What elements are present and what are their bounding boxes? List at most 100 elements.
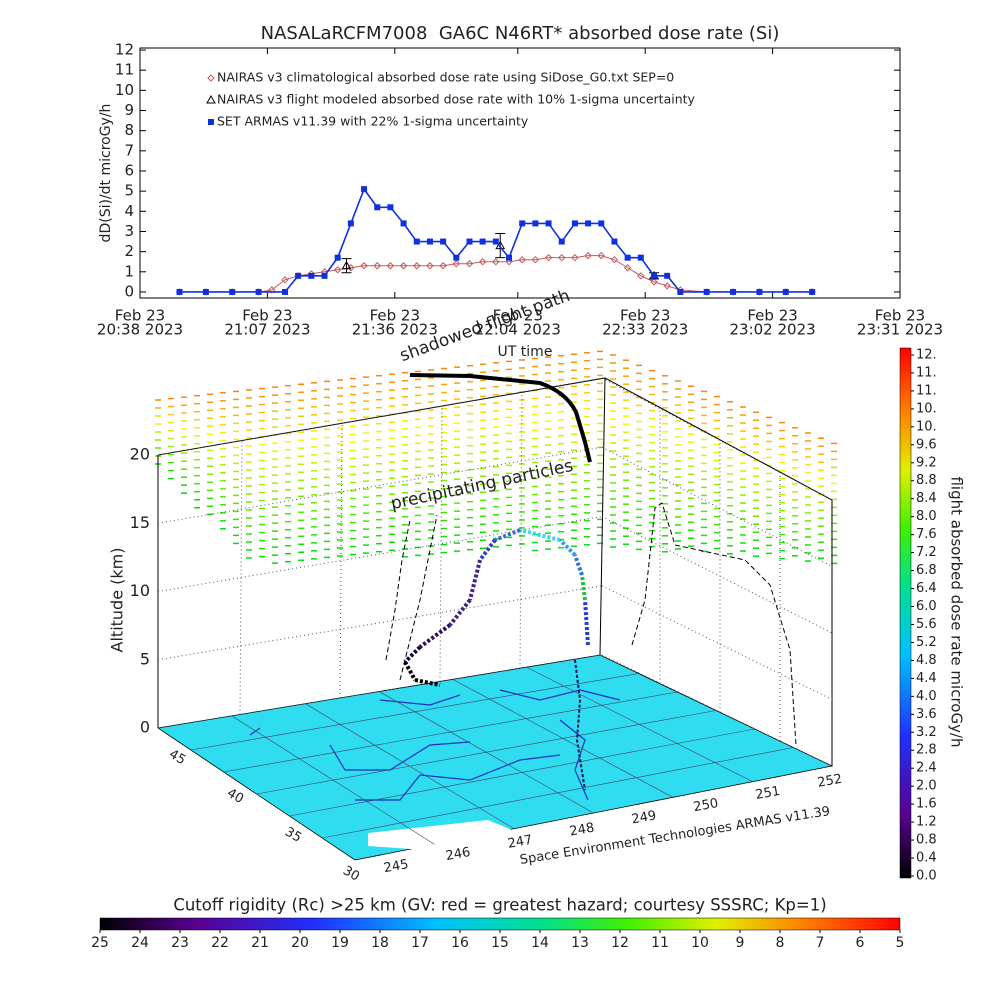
colorbar <box>899 347 912 879</box>
point <box>558 253 566 262</box>
point <box>334 254 341 261</box>
colorbar-tick-label: 8 <box>776 935 785 951</box>
point <box>255 288 262 295</box>
flight-profile <box>558 538 577 557</box>
colorbar-tick-label: 18 <box>371 935 389 951</box>
point <box>584 251 592 260</box>
legend-label: NAIRAS v3 flight modeled absorbed dose r… <box>217 92 696 107</box>
lat-tick-label: 40 <box>224 786 246 807</box>
chart-title: NASALaRCFM7008 GA6C N46RT* absorbed dose… <box>261 23 780 44</box>
colorbar-tick-label: 7.6 <box>916 527 937 542</box>
colorbar-tick-label: 5 <box>896 935 905 951</box>
point <box>703 288 710 295</box>
colorbar-tick-label: 10. <box>916 419 937 434</box>
y-tick-label: 3 <box>124 222 134 240</box>
point <box>478 258 487 266</box>
series-line <box>179 187 813 293</box>
point <box>558 238 565 245</box>
legend-marker <box>208 119 214 125</box>
y-tick-label: 4 <box>124 202 134 220</box>
x-tick-label: 22:33 2023 <box>602 321 688 339</box>
colorbar-tick-label: 8.4 <box>916 491 937 506</box>
colorbar-tick-label: 3.2 <box>916 725 937 740</box>
grid-line <box>601 585 833 700</box>
point <box>544 253 553 262</box>
point <box>518 255 526 264</box>
colorbar-tick-label: 13 <box>571 935 589 951</box>
point <box>440 238 447 245</box>
x-tick-label: Feb 23 <box>242 307 292 325</box>
legend-label: NAIRAS v3 climatological absorbed dose r… <box>217 70 674 85</box>
point <box>531 255 540 264</box>
y-axis-label: dD(Si)/dt microGy/h <box>98 104 114 243</box>
flight-profile <box>414 678 441 687</box>
point <box>374 204 381 211</box>
point <box>426 238 433 245</box>
colorbar-tick-label: 7.2 <box>916 545 937 560</box>
colorbar-tick-label: 19 <box>331 935 349 951</box>
point <box>360 262 368 270</box>
colorbar <box>99 917 901 931</box>
colorbar-tick-label: 14 <box>531 935 549 951</box>
colorbar-tick-label: 2.8 <box>916 743 937 758</box>
point <box>637 272 645 280</box>
shadow-path <box>385 514 438 681</box>
lon-tick-label: 245 <box>383 857 410 876</box>
lon-tick-label: 250 <box>692 796 719 815</box>
point <box>610 255 619 264</box>
point <box>465 260 474 268</box>
point <box>519 220 526 227</box>
y-tick-label: 7 <box>124 141 134 159</box>
colorbar-tick-label: 8.0 <box>916 509 937 524</box>
y-tick-label: 1 <box>124 262 134 280</box>
point <box>492 258 500 266</box>
y-tick-label: 10 <box>115 81 134 99</box>
point <box>341 260 352 270</box>
point <box>492 238 499 245</box>
y-tick-label: 6 <box>124 161 134 179</box>
colorbar-tick-label: 6.0 <box>916 599 937 614</box>
point <box>466 238 473 245</box>
point <box>505 258 513 266</box>
flight-profile <box>519 528 561 542</box>
point <box>571 220 578 227</box>
colorbar-tick-label: 1.2 <box>916 815 937 830</box>
colorbar-tick-label: 11. <box>916 383 937 398</box>
point <box>387 204 394 211</box>
point <box>308 272 315 279</box>
flight-profile <box>494 528 521 542</box>
legend-marker <box>207 74 215 82</box>
floor-grid <box>322 747 794 839</box>
flight-profile <box>468 559 482 601</box>
shadow-path <box>631 502 797 746</box>
wall-grid <box>339 423 343 698</box>
x-tick-label: 23:31 2023 <box>857 321 943 339</box>
map-feature <box>249 727 261 736</box>
x-tick-label: 21:07 2023 <box>224 321 310 339</box>
lat-tick-label: 30 <box>340 863 362 884</box>
point <box>756 288 763 295</box>
y-tick-label: 8 <box>124 121 134 139</box>
z-tick-label: 15 <box>130 513 150 532</box>
flight-top <box>409 373 592 463</box>
point <box>361 186 368 193</box>
colorbar-tick-label: 2.4 <box>916 761 937 776</box>
legend-marker <box>206 94 216 104</box>
colorbar-tick-label: 24 <box>131 935 149 951</box>
x-tick-label: Feb 23 <box>493 307 543 325</box>
point <box>598 220 605 227</box>
point <box>176 288 183 295</box>
point <box>623 264 632 272</box>
x-tick-label: 20:38 2023 <box>97 321 183 339</box>
y-tick-label: 2 <box>124 242 134 260</box>
flight-profile <box>448 598 472 627</box>
z-tick-label: 10 <box>130 581 150 600</box>
flight-profile <box>573 554 584 576</box>
colorbar-tick-label: 6.4 <box>916 581 937 596</box>
point <box>281 276 289 284</box>
colorbar-tick-label: 10 <box>691 935 709 951</box>
x-tick-label: 22:04 2023 <box>475 321 561 339</box>
point <box>413 262 421 270</box>
flight-profile <box>403 661 417 681</box>
